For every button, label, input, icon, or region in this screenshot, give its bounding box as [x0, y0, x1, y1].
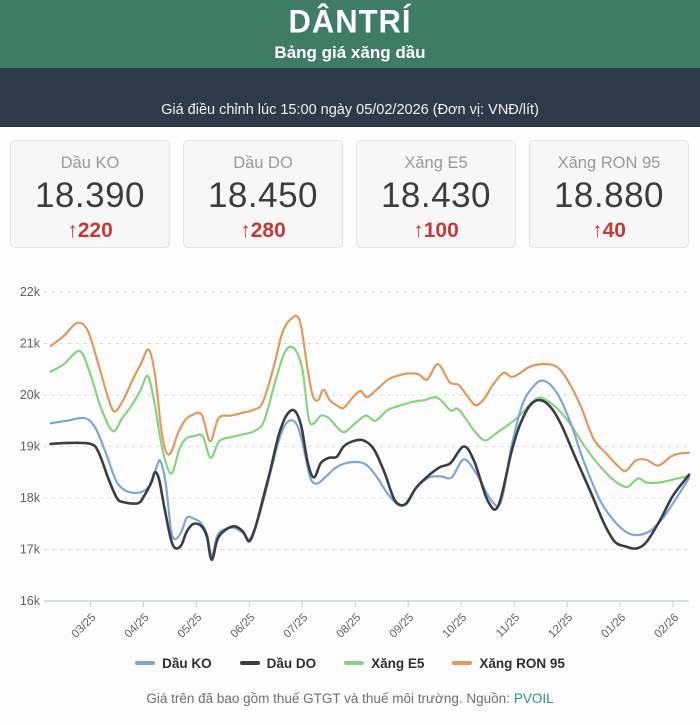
y-axis-label: 18k	[20, 491, 41, 505]
adjustment-info-bar: Giá điều chỉnh lúc 15:00 ngày 05/02/2026…	[0, 68, 700, 127]
y-axis-label: 16k	[20, 594, 41, 608]
disclaimer-text: Giá trên đã bao gồm thuế GTGT và thuế mô…	[146, 691, 510, 706]
header: DÂNTRÍ Bảng giá xăng dầu	[0, 0, 700, 68]
legend-line-swatch	[452, 661, 473, 665]
price-change-up: ↑40	[592, 219, 626, 242]
x-axis-label: 11/25	[494, 612, 522, 640]
adjustment-info-text: Giá điều chỉnh lúc 15:00 ngày 05/02/2026…	[161, 102, 539, 118]
fuel-price: 18.450	[207, 176, 319, 215]
legend-line-swatch	[344, 661, 365, 665]
x-axis-label: 01/26	[599, 612, 628, 641]
legend-label: Xăng E5	[371, 655, 425, 671]
series-line-xăng-e5	[49, 345, 691, 489]
y-axis-label: 19k	[20, 440, 41, 454]
y-axis-label: 20k	[20, 388, 41, 402]
legend-line-swatch	[239, 661, 260, 665]
y-axis-label: 22k	[20, 285, 41, 299]
chart-legend: Dầu KO Dầu DO Xăng E5 Xăng RON 95	[0, 651, 700, 675]
fuel-price: 18.390	[34, 176, 146, 215]
x-axis-label: 07/25	[282, 612, 311, 641]
x-axis-label: 08/25	[335, 612, 364, 641]
legend-label: Dầu DO	[266, 655, 317, 671]
legend-item-dau-do[interactable]: Dầu DO	[239, 655, 317, 671]
fuel-name: Xăng E5	[404, 154, 468, 172]
price-chart-svg: 16k 17k 18k 19k 20k 21k 22k 03/25 04/25 05/25 06/2…	[20, 285, 691, 641]
x-axis-label: 12/25	[546, 612, 575, 641]
price-card-dau-ko: Dầu KO 18.390 ↑220	[10, 140, 170, 248]
x-axis-label: 05/25	[176, 612, 205, 641]
legend-item-dau-ko[interactable]: Dầu KO	[135, 656, 212, 671]
x-axis-label: 03/25	[70, 612, 99, 641]
x-axis-label: 06/25	[229, 612, 258, 641]
fuel-name: Xăng RON 95	[557, 154, 661, 172]
price-card-xang-ron95: Xăng RON 95 18.880 ↑40	[529, 140, 689, 248]
price-change-up: ↑280	[240, 219, 286, 242]
disclaimer: Giá trên đã bao gồm thuế GTGT và thuế mô…	[0, 691, 700, 706]
dantri-logo: DÂNTRÍ	[288, 2, 412, 40]
price-card-dau-do: Dầu DO 18.450 ↑280	[183, 140, 343, 248]
y-axis-label: 17k	[20, 543, 41, 557]
x-axis-label: 02/26	[652, 612, 681, 641]
legend-label: Xăng RON 95	[479, 655, 565, 671]
x-axis-label: 04/25	[123, 612, 152, 641]
chart-section: 16k 17k 18k 19k 20k 21k 22k 03/25 04/25 05/25 06/2…	[0, 260, 700, 649]
series-line-dầu-ko	[49, 379, 691, 557]
x-axis-label: 10/25	[440, 612, 469, 641]
price-change-up: ↑100	[413, 219, 459, 242]
legend-item-xang-e5[interactable]: Xăng E5	[344, 656, 424, 671]
page-title: Bảng giá xăng dầu	[274, 42, 426, 62]
fuel-name: Dầu DO	[233, 154, 293, 172]
fuel-name: Dầu KO	[60, 154, 120, 172]
price-cards: Dầu KO 18.390 ↑220 Dầu DO 18.450 ↑280 Xă…	[0, 127, 700, 260]
legend-line-swatch	[135, 661, 156, 665]
fuel-price: 18.880	[553, 176, 665, 215]
series-line-xăng-ron-95	[49, 314, 691, 473]
y-axis-label: 21k	[20, 337, 41, 351]
source-link-pvoil[interactable]: PVOIL	[513, 691, 554, 706]
legend-item-xang-ron95[interactable]: Xăng RON 95	[452, 656, 565, 671]
x-axis-label: 09/25	[388, 612, 417, 641]
price-change-up: ↑220	[67, 219, 113, 242]
fuel-price: 18.430	[380, 176, 492, 215]
price-card-xang-e5: Xăng E5 18.430 ↑100	[356, 140, 516, 248]
series-line-dầu-do	[49, 398, 691, 562]
legend-label: Dầu KO	[162, 655, 212, 671]
